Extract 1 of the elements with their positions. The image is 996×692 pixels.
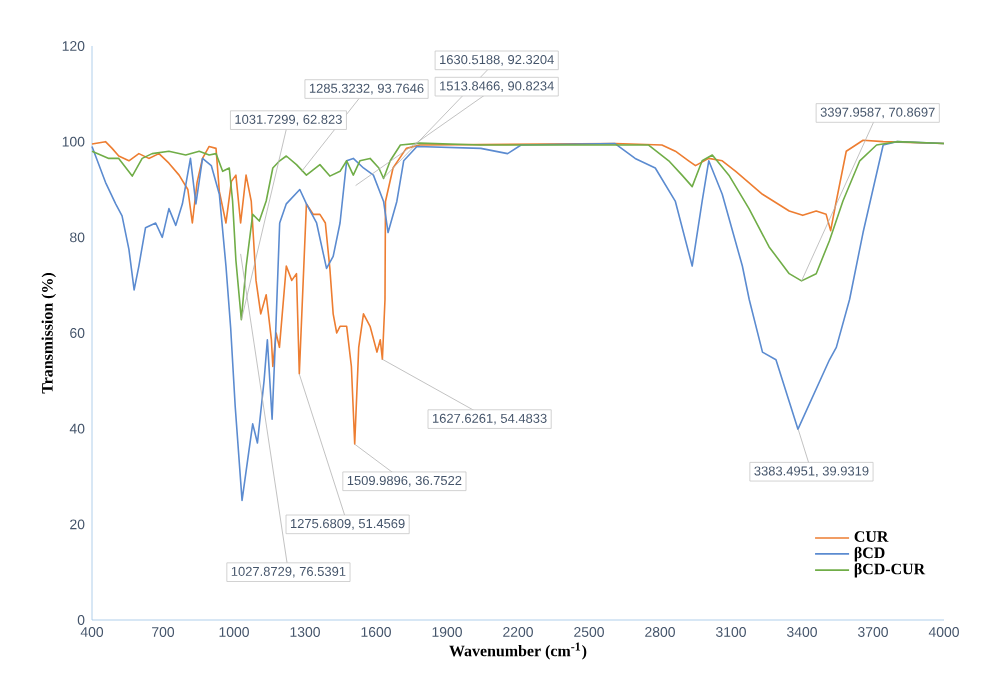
line-series <box>91 140 945 321</box>
